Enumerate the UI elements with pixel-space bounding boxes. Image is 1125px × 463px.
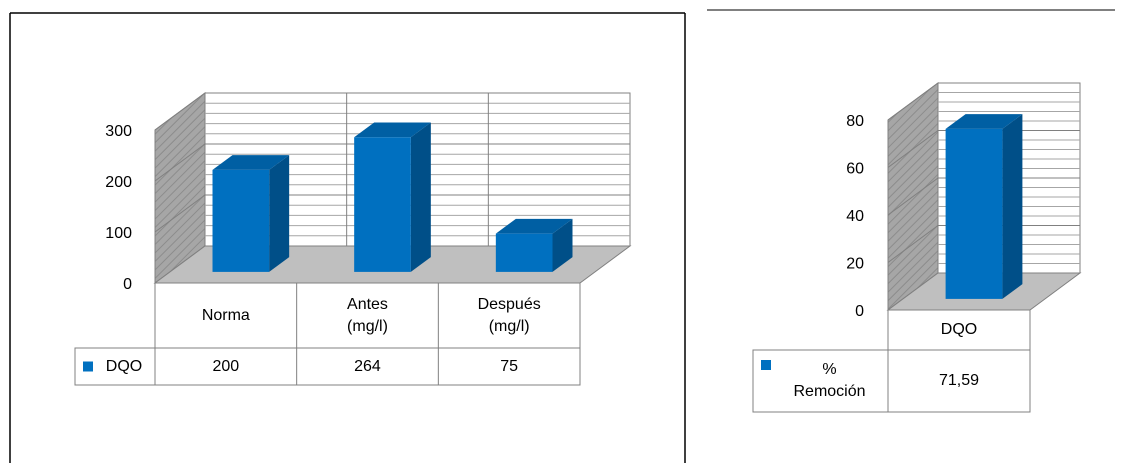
category-label-box: Antes (mg/l) (297, 283, 439, 348)
y-tick-label: 60 (846, 161, 864, 178)
bar-top (945, 114, 1023, 129)
y-tick-label: 0 (123, 276, 132, 293)
value-label-cell: 264 (297, 348, 439, 385)
bar (495, 233, 553, 272)
category-label-box: Norma (155, 283, 297, 348)
bar-side (1002, 114, 1023, 299)
legend-label-box: DQO (93, 348, 155, 385)
value-label: 264 (354, 357, 381, 375)
bar-top (212, 155, 290, 170)
value-label-box: 71,59 (888, 350, 1030, 412)
frame (9, 9, 1115, 463)
grid-line (887, 82, 1080, 121)
y-tick-label: 80 (846, 113, 864, 130)
category-label: Antes (mg/l) (347, 295, 388, 335)
bar-side (552, 218, 573, 272)
y-tick-label: 200 (105, 174, 132, 191)
grid-line (887, 130, 1080, 168)
value-label-box: 75 (438, 348, 580, 385)
legend-swatch (761, 360, 771, 370)
value-label: 71,59 (938, 372, 980, 389)
y-tick-label: 300 (105, 123, 132, 140)
category-label: Después (mg/l) (477, 295, 541, 335)
value-label: 200 (212, 357, 240, 375)
grid-line (887, 225, 1080, 263)
category-label-box: DQO (888, 310, 1030, 350)
value-label-cell: 71,59 (888, 350, 1030, 412)
bar-top (495, 218, 573, 234)
bar (354, 137, 411, 272)
y-tick-label: 0 (855, 303, 864, 320)
y-tick-label: 20 (846, 256, 864, 273)
value-label-box: 264 (297, 348, 439, 385)
category-label-cell: Antes (mg/l) (297, 283, 439, 348)
legend-label-cell: % Remoción (771, 350, 888, 412)
value-label-cell: 75 (438, 348, 580, 385)
category-label-box: Después (mg/l) (438, 283, 580, 348)
legend-label-cell: DQO (93, 348, 155, 385)
value-label-box: 200 (155, 348, 297, 385)
legend-label: DQO (105, 357, 143, 375)
value-label: 75 (500, 357, 519, 375)
bar (945, 128, 1003, 299)
legend-swatch (83, 361, 93, 372)
category-label-cell: Después (mg/l) (438, 283, 580, 348)
bar-side (410, 122, 431, 272)
category-label-cell: DQO (888, 310, 1030, 350)
value-label-cell: 200 (155, 348, 297, 385)
category-label-cell: Norma (155, 283, 297, 348)
y-tick-label: 40 (846, 208, 864, 225)
category-label: Norma (201, 306, 250, 324)
bar-side (269, 155, 290, 272)
category-label: DQO (940, 321, 978, 338)
legend-label-box: % Remoción (771, 350, 888, 412)
bar-top (354, 122, 431, 138)
legend-label: % Remoción (793, 361, 866, 400)
bar (212, 169, 270, 272)
y-tick-label: 100 (105, 225, 132, 242)
grid-line (887, 177, 1080, 216)
